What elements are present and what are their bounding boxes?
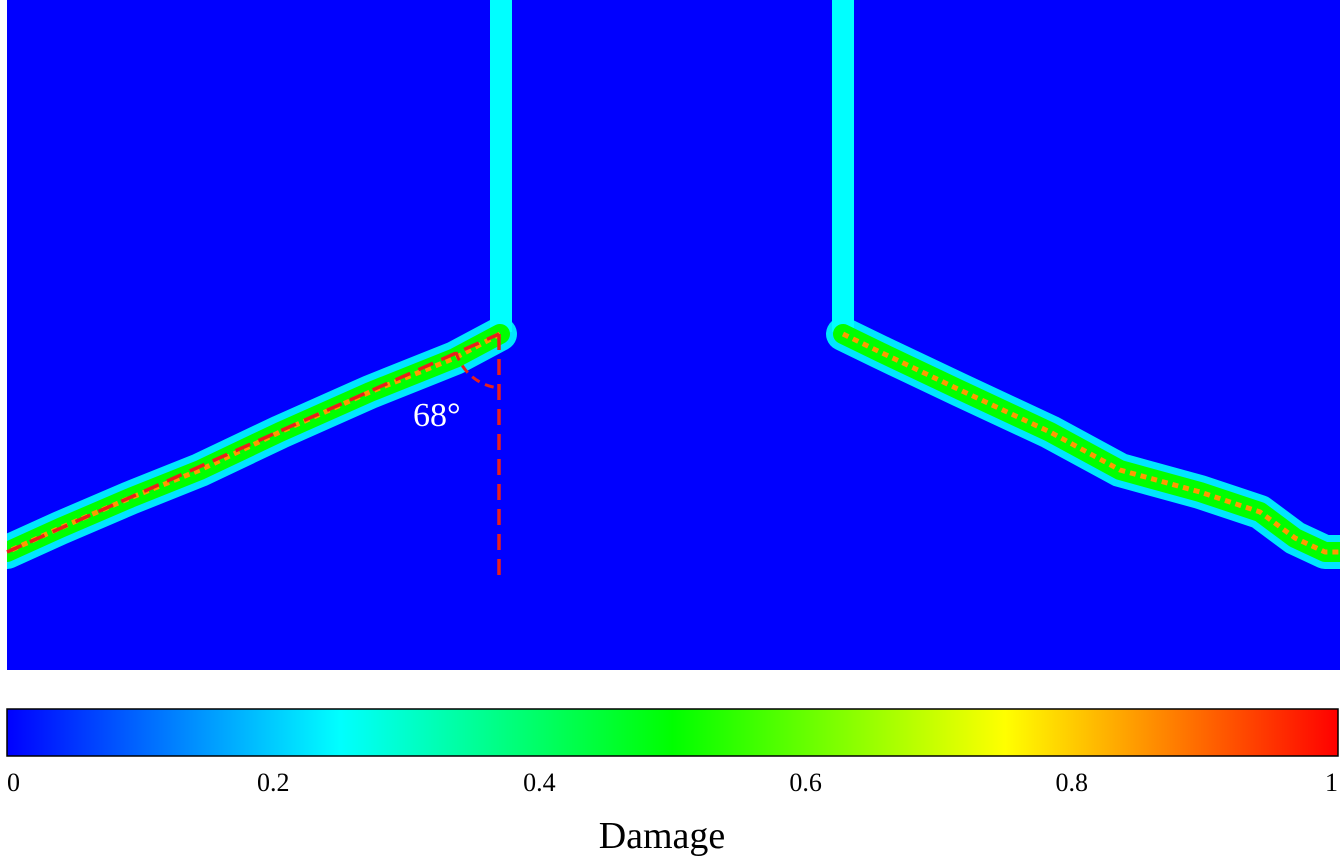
colorbar-ticks: 0 0.2 0.4 0.6 0.8 1 <box>7 768 1338 797</box>
colorbar-bar <box>6 708 1339 757</box>
colorbar-tick-label: 0.8 <box>1056 768 1089 797</box>
colorbar-tick-label: 0.2 <box>257 768 290 797</box>
left-crack-core <box>7 331 502 555</box>
colorbar-label: Damage <box>599 815 726 857</box>
right-crack-band <box>833 324 1340 562</box>
colorbar-tick-label: 0.4 <box>523 768 556 797</box>
colorbar-tick-label: 0 <box>7 768 20 797</box>
field-background <box>7 0 1340 670</box>
right-notch <box>832 0 854 332</box>
angle-arc <box>454 351 500 390</box>
colorbar: 0 0.2 0.4 0.6 0.8 1 Damage <box>6 708 1339 857</box>
colorbar-tick-label: 0.6 <box>789 768 822 797</box>
crack-direction-dashed-line <box>6 332 500 554</box>
left-notch <box>490 0 512 332</box>
angle-annotation: 68° <box>6 332 501 575</box>
colorbar-tick-label: 1 <box>1325 768 1338 797</box>
angle-label: 68° <box>413 397 461 434</box>
damage-field <box>7 0 1340 670</box>
